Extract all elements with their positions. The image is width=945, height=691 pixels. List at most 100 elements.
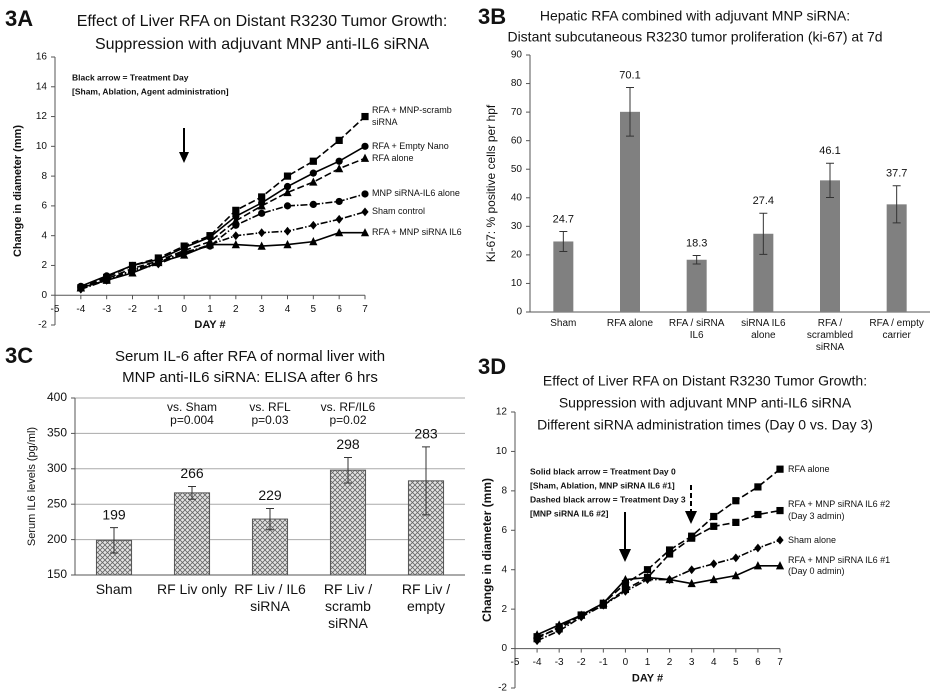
data-point — [555, 626, 563, 636]
data-point — [309, 177, 318, 186]
annotation: Solid black arrow = Treatment Day 0 — [530, 466, 676, 476]
legend-label-box: RFA + MNP siRNA IL6 #2 (Day 3 admin) — [788, 499, 890, 520]
x-tick-label: -4 — [76, 304, 85, 315]
comparison-label: p=0.02 — [329, 413, 366, 427]
chart-title: Suppression with adjuvant MNP anti-IL6 s… — [559, 395, 852, 411]
data-point — [360, 228, 370, 237]
legend-label-box: Sham alone — [788, 534, 837, 545]
data-point — [335, 197, 343, 206]
data-point — [361, 190, 369, 198]
x-tick-label: Sham — [550, 318, 577, 329]
data-point — [732, 553, 740, 563]
data-point — [283, 240, 292, 249]
data-point — [665, 574, 674, 584]
x-tick-label: -3 — [555, 657, 564, 668]
data-point — [309, 237, 318, 246]
series-line — [80, 145, 366, 288]
y-tick-label: 14 — [36, 81, 48, 92]
error-bar — [626, 87, 634, 137]
data-point — [361, 112, 369, 121]
x-tick-label: -4 — [533, 657, 542, 668]
y-tick-label: 400 — [47, 390, 67, 404]
data-point — [257, 241, 266, 250]
value-label: 298 — [336, 436, 360, 452]
x-tick-label-box: RF Liv / empty — [402, 581, 450, 614]
y-tick-label: 6 — [41, 201, 47, 212]
x-tick-label: RFA alone — [606, 318, 654, 329]
x-tick-label: 3 — [259, 304, 265, 315]
y-tick-label: 10 — [36, 141, 48, 152]
error-bar — [188, 486, 196, 500]
y-tick-label: -2 — [498, 683, 507, 691]
x-tick-label: 3 — [689, 657, 695, 668]
x-tick-label-box: RFA / scrambled siRNA — [807, 318, 853, 353]
y-tick-label: 0 — [516, 307, 522, 318]
legend-label: RFA + MNP siRNA IL6 #1 (Day 0 admin) — [788, 554, 891, 576]
data-point — [180, 250, 189, 259]
y-tick-label: 200 — [47, 532, 67, 546]
error-bar — [344, 456, 352, 484]
series-line — [80, 231, 365, 289]
data-point — [309, 169, 317, 177]
x-tick-label: 7 — [777, 657, 783, 668]
value-label: 199 — [102, 506, 126, 522]
error-bar — [110, 527, 118, 554]
data-point — [776, 465, 784, 473]
x-tick-label: 1 — [645, 657, 651, 668]
data-point — [776, 535, 784, 545]
x-tick-label-box: Sham — [96, 581, 133, 597]
annotation: [Sham, Ablation, Agent administration] — [72, 86, 229, 96]
data-point — [643, 566, 652, 574]
arrow-head — [179, 152, 189, 163]
data-point — [532, 630, 542, 639]
error-bar — [692, 254, 701, 265]
data-point — [533, 636, 541, 646]
legend-label-box: RFA alone — [788, 464, 830, 474]
value-label: 229 — [258, 487, 282, 503]
y-tick-label: 4 — [41, 230, 47, 241]
bar — [553, 241, 574, 312]
data-point — [309, 157, 317, 165]
chart-title: Suppression with adjuvant MNP anti-IL6 s… — [95, 36, 429, 53]
y-tick-label: 30 — [511, 221, 523, 232]
data-point — [361, 142, 369, 150]
legend-label: Sham alone — [788, 534, 837, 545]
y-axis-title: Change in diameter (mm) — [12, 125, 24, 257]
bar — [329, 469, 367, 576]
data-point — [775, 561, 785, 570]
y-tick-label: 10 — [511, 278, 523, 289]
data-point — [732, 518, 740, 526]
legend-label-box: RFA + MNP siRNA IL6 #1 (Day 0 admin) — [788, 554, 891, 576]
x-tick-label: 4 — [285, 304, 291, 315]
data-point — [665, 550, 674, 558]
x-tick-label: -2 — [128, 304, 137, 315]
x-tick-label: -3 — [102, 304, 111, 315]
data-point — [754, 510, 762, 519]
bar — [620, 111, 640, 312]
data-point — [710, 522, 718, 530]
value-label: 24.7 — [553, 213, 574, 225]
data-point — [555, 620, 564, 629]
y-axis-title: Serum IL6 levels (pg/ml) — [26, 427, 38, 546]
x-tick-label-box: RFA alone — [606, 318, 654, 329]
x-tick-label: 5 — [733, 657, 739, 668]
data-point — [710, 559, 718, 569]
data-point — [577, 610, 586, 619]
series-line — [536, 509, 781, 640]
x-tick-label-box: RF Liv only — [157, 581, 227, 597]
data-point — [665, 546, 674, 554]
x-tick-label: -2 — [577, 657, 586, 668]
x-tick-label: RF Liv / scramb siRNA — [323, 581, 373, 631]
bar — [753, 233, 774, 312]
value-label: 266 — [180, 465, 204, 481]
chart-title: Effect of Liver RFA on Distant R3230 Tum… — [543, 373, 867, 389]
x-tick-label-box: RFA / siRNA IL6 — [669, 318, 725, 341]
x-tick-label-box: RF Liv / scramb siRNA — [323, 581, 373, 631]
x-tick-label: RFA / empty carrier — [869, 318, 924, 341]
data-point — [258, 193, 266, 201]
x-tick-label: 6 — [755, 657, 761, 668]
y-tick-label: 2 — [501, 604, 507, 615]
data-point — [154, 257, 163, 267]
x-axis-title: DAY # — [194, 319, 225, 331]
